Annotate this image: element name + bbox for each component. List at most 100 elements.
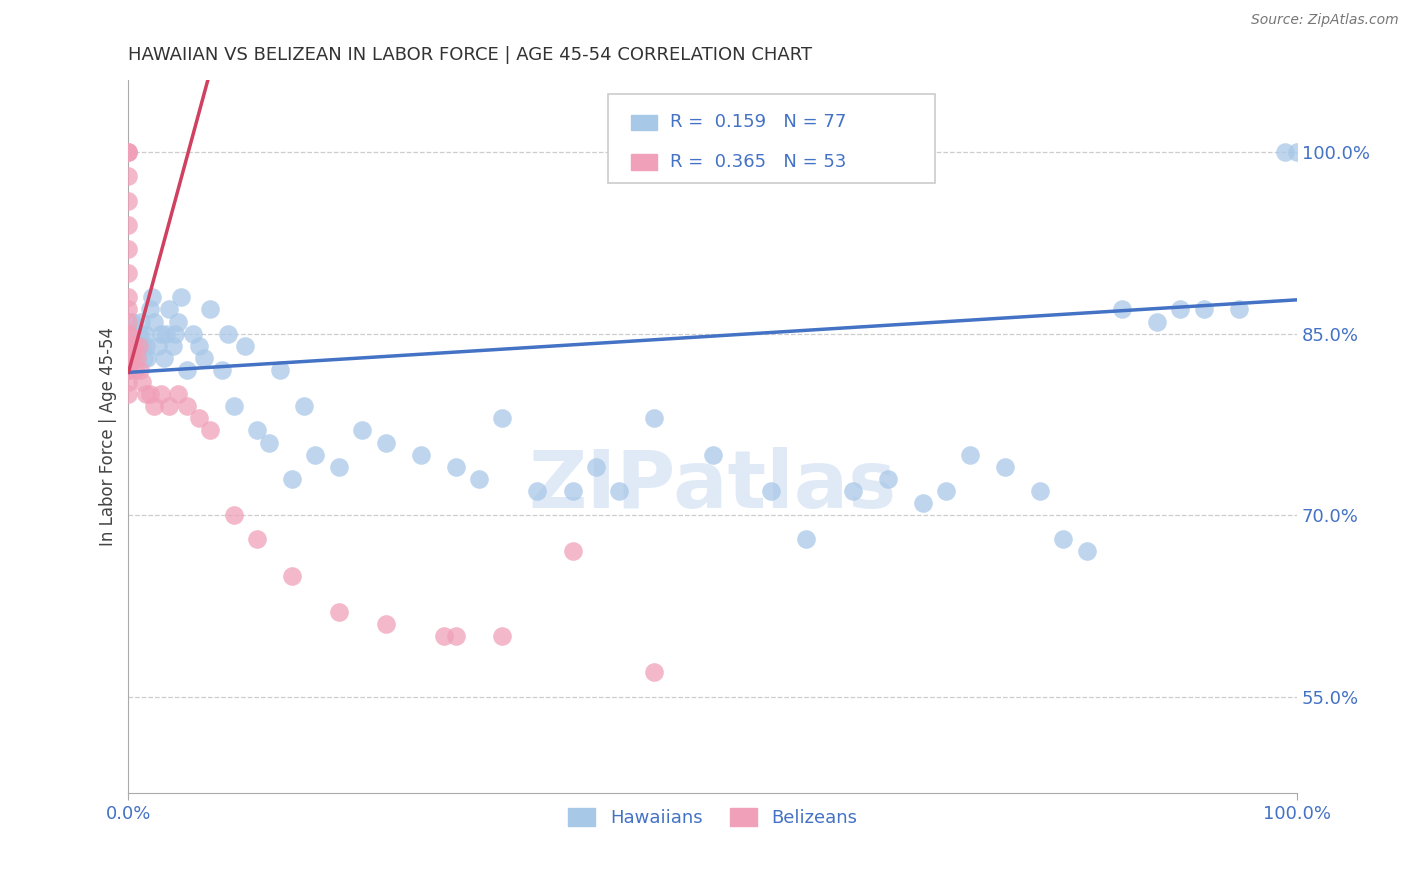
Point [409,448,432,462]
Point [1286,145,1309,160]
Point [135,387,157,401]
Point [117,387,139,401]
Point [136,351,159,365]
Point [561,483,583,498]
Point [121,315,143,329]
Legend: Hawaiians, Belizeans: Hawaiians, Belizeans [561,800,865,834]
FancyBboxPatch shape [631,115,657,130]
Point [246,424,269,438]
Point [117,315,139,329]
Point [117,145,139,160]
Point [246,533,269,547]
Point [200,302,222,317]
Point [121,326,143,341]
Point [117,351,139,365]
Point [117,242,139,256]
Point [117,339,139,353]
Point [157,399,180,413]
Point [150,387,173,401]
Point [187,411,209,425]
Point [233,339,256,353]
Point [129,326,152,341]
Point [935,483,957,498]
Point [433,629,456,643]
Point [994,459,1017,474]
Point [959,448,981,462]
Point [166,387,188,401]
Point [1146,315,1168,329]
Point [124,363,146,377]
Point [166,315,188,329]
Point [117,339,139,353]
Point [1076,544,1098,558]
Point [155,326,177,341]
Point [128,339,150,353]
Point [117,351,139,365]
Point [1227,302,1250,317]
Point [152,351,174,365]
Point [491,411,513,425]
Point [444,629,467,643]
Point [1192,302,1215,317]
Point [222,508,245,523]
Point [124,326,146,341]
Point [117,326,139,341]
Point [257,435,280,450]
Point [200,424,222,438]
Point [117,375,139,389]
Point [138,387,160,401]
Point [117,194,139,208]
Point [120,339,142,353]
Text: R =  0.159   N = 77: R = 0.159 N = 77 [669,113,846,131]
Point [217,326,239,341]
Point [328,605,350,619]
Point [117,145,139,160]
Point [134,326,156,341]
Point [125,339,148,353]
Point [117,218,139,232]
Point [128,339,150,353]
Point [118,339,141,353]
Point [131,339,153,353]
Text: R =  0.365   N = 53: R = 0.365 N = 53 [669,153,846,170]
Point [117,363,139,377]
Point [269,363,291,377]
Point [132,351,155,365]
Point [643,411,665,425]
Point [794,533,817,547]
Point [491,629,513,643]
Point [117,326,139,341]
Point [374,617,396,632]
Point [117,290,139,304]
Point [124,339,146,353]
Point [328,459,350,474]
Point [759,483,782,498]
Point [131,315,153,329]
Point [643,665,665,680]
Point [117,145,139,160]
Point [607,483,630,498]
Point [281,568,304,582]
Point [170,290,193,304]
FancyBboxPatch shape [607,94,935,183]
Point [117,351,139,365]
Point [117,169,139,184]
Point [117,363,139,377]
Point [702,448,724,462]
Point [561,544,583,558]
Point [135,339,157,353]
Point [181,326,204,341]
Point [352,424,374,438]
Point [162,339,184,353]
Point [117,266,139,280]
Point [117,363,139,377]
Point [1111,302,1133,317]
Point [143,399,166,413]
Point [912,496,935,510]
Point [304,448,326,462]
Y-axis label: In Labor Force | Age 45-54: In Labor Force | Age 45-54 [100,327,117,546]
FancyBboxPatch shape [631,154,657,169]
Point [176,363,198,377]
Text: HAWAIIAN VS BELIZEAN IN LABOR FORCE | AGE 45-54 CORRELATION CHART: HAWAIIAN VS BELIZEAN IN LABOR FORCE | AG… [128,46,813,64]
Point [281,472,304,486]
